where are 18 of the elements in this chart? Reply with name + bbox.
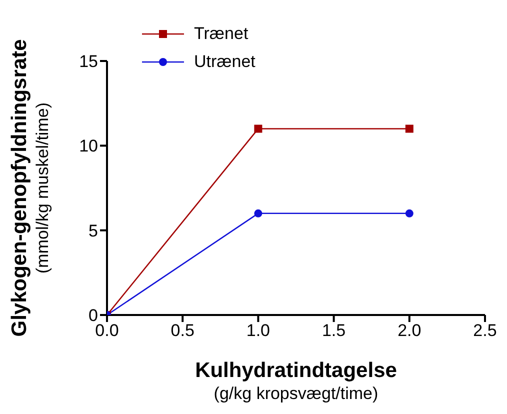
x-tick-label: 1.0 [246,321,270,340]
point [254,209,262,218]
y-tick-label: 5 [88,221,98,240]
legend-label: Utrænet [194,52,256,72]
x-tick-label: 2.0 [398,321,422,340]
point [405,209,414,218]
y-tick-label: 0 [88,306,98,326]
y-tick-label: 15 [79,52,98,72]
x-axis-title: Kulhydratindtagelse (g/kg kropsvægt/time) [195,359,397,403]
x-tick-label: 1.5 [322,321,346,340]
point [254,124,262,133]
x-tick-label: 0.0 [95,321,119,340]
x-tick-label: 2.5 [473,321,497,340]
legend-label: Trænet [194,24,248,44]
y-axis-title: Glykogen-genopfyldningsrate (mmol/kg muskel/time) [8,39,52,337]
y-tick-label: 10 [79,136,98,156]
point [405,124,414,133]
x-tick-label: 0.5 [170,321,194,340]
